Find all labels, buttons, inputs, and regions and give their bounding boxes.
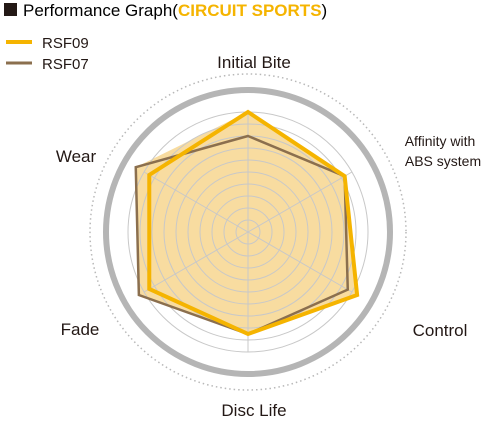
outer-ring [103, 87, 393, 377]
grid-spoke [247, 171, 353, 233]
grid-spoke [247, 231, 353, 293]
legend-label-rsf07: RSF07 [42, 56, 89, 73]
title-close-paren: ) [322, 1, 328, 20]
chart-title: Performance Graph(CIRCUIT SPORTS) [23, 1, 327, 20]
title-accent: CIRCUIT SPORTS [178, 1, 322, 20]
title-square-icon [4, 3, 17, 16]
axis-label-disc-life: Disc Life [221, 401, 286, 420]
legend: RSF09 RSF07 [6, 35, 89, 73]
axis-label-affinity-line2: ABS system [405, 153, 481, 169]
legend-label-rsf09: RSF09 [42, 35, 89, 52]
axis-label-fade: Fade [61, 320, 100, 339]
dotted-outer-ring [89, 73, 407, 391]
series-layer [134, 109, 360, 337]
title-prefix: Performance Graph [23, 1, 172, 20]
axis-label-wear: Wear [56, 147, 97, 166]
axis-label-control: Control [413, 321, 468, 340]
grid-spoke [143, 231, 249, 293]
axis-label-affinity-line1: Affinity with [405, 133, 476, 149]
title-open-paren: ( [172, 1, 178, 20]
axis-label-initial-bite: Initial Bite [217, 53, 291, 72]
grid-spokes [143, 112, 353, 352]
grid-spoke [143, 171, 249, 233]
